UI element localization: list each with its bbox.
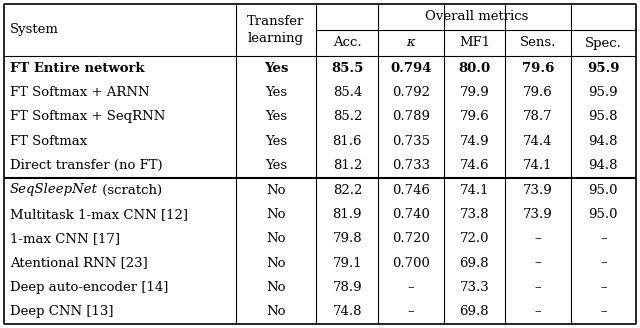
Text: 95.0: 95.0 (589, 208, 618, 221)
Text: 78.7: 78.7 (523, 111, 553, 123)
Text: No: No (266, 183, 286, 196)
Text: 0.733: 0.733 (392, 159, 430, 172)
Text: 74.1: 74.1 (524, 159, 553, 172)
Text: 0.720: 0.720 (392, 232, 430, 245)
Text: No: No (266, 256, 286, 270)
Text: 79.6: 79.6 (522, 62, 554, 75)
Text: 73.9: 73.9 (523, 208, 553, 221)
Text: Transfer
learning: Transfer learning (247, 15, 305, 45)
Text: –: – (534, 305, 541, 318)
Text: –: – (600, 256, 607, 270)
Text: 95.9: 95.9 (587, 62, 620, 75)
Text: Deep auto-encoder [14]: Deep auto-encoder [14] (10, 281, 168, 294)
Text: –: – (408, 305, 414, 318)
Text: 73.3: 73.3 (460, 281, 490, 294)
Text: 1-max CNN [17]: 1-max CNN [17] (10, 232, 120, 245)
Text: 0.746: 0.746 (392, 183, 430, 196)
Text: 95.8: 95.8 (589, 111, 618, 123)
Text: 74.8: 74.8 (333, 305, 362, 318)
Text: 81.9: 81.9 (333, 208, 362, 221)
Text: FT Entire network: FT Entire network (10, 62, 145, 75)
Text: 94.8: 94.8 (589, 159, 618, 172)
Text: 81.6: 81.6 (333, 135, 362, 148)
Text: No: No (266, 305, 286, 318)
Text: 81.2: 81.2 (333, 159, 362, 172)
Text: 85.2: 85.2 (333, 111, 362, 123)
Text: Acc.: Acc. (333, 36, 362, 50)
Text: 74.4: 74.4 (524, 135, 553, 148)
Text: 79.6: 79.6 (523, 86, 553, 99)
Text: 85.4: 85.4 (333, 86, 362, 99)
Text: MF1: MF1 (459, 36, 490, 50)
Text: No: No (266, 232, 286, 245)
Text: 95.0: 95.0 (589, 183, 618, 196)
Text: 74.1: 74.1 (460, 183, 489, 196)
Text: Direct transfer (no FT): Direct transfer (no FT) (10, 159, 163, 172)
Text: Yes: Yes (265, 135, 287, 148)
Text: –: – (600, 232, 607, 245)
Text: –: – (534, 256, 541, 270)
Text: –: – (600, 305, 607, 318)
Text: 79.8: 79.8 (333, 232, 362, 245)
Text: 0.735: 0.735 (392, 135, 430, 148)
Text: 0.794: 0.794 (390, 62, 431, 75)
Text: 82.2: 82.2 (333, 183, 362, 196)
Text: –: – (534, 281, 541, 294)
Text: Sens.: Sens. (520, 36, 556, 50)
Text: Deep CNN [13]: Deep CNN [13] (10, 305, 113, 318)
Text: –: – (534, 232, 541, 245)
Text: 74.9: 74.9 (460, 135, 489, 148)
Text: (scratch): (scratch) (98, 183, 162, 196)
Text: Spec.: Spec. (585, 36, 622, 50)
Text: Yes: Yes (265, 86, 287, 99)
Text: Multitask 1-max CNN [12]: Multitask 1-max CNN [12] (10, 208, 188, 221)
Text: 79.9: 79.9 (460, 86, 490, 99)
Text: SeqSleepNet: SeqSleepNet (10, 183, 98, 196)
Text: 79.1: 79.1 (333, 256, 362, 270)
Text: Atentional RNN [23]: Atentional RNN [23] (10, 256, 148, 270)
Text: –: – (408, 281, 414, 294)
Text: 73.8: 73.8 (460, 208, 489, 221)
Text: 78.9: 78.9 (333, 281, 362, 294)
Text: κ: κ (406, 36, 415, 50)
Text: 95.9: 95.9 (589, 86, 618, 99)
Text: 85.5: 85.5 (331, 62, 364, 75)
Text: 69.8: 69.8 (460, 305, 489, 318)
Text: 74.6: 74.6 (460, 159, 489, 172)
Text: FT Softmax: FT Softmax (10, 135, 87, 148)
Text: Yes: Yes (265, 159, 287, 172)
Text: Yes: Yes (265, 111, 287, 123)
Text: 0.792: 0.792 (392, 86, 430, 99)
Text: 0.700: 0.700 (392, 256, 430, 270)
Text: FT Softmax + SeqRNN: FT Softmax + SeqRNN (10, 111, 165, 123)
Text: 72.0: 72.0 (460, 232, 489, 245)
Text: No: No (266, 208, 286, 221)
Text: Overall metrics: Overall metrics (424, 10, 528, 24)
Text: 80.0: 80.0 (458, 62, 490, 75)
Text: –: – (600, 281, 607, 294)
Text: 0.740: 0.740 (392, 208, 430, 221)
Text: No: No (266, 281, 286, 294)
Text: 94.8: 94.8 (589, 135, 618, 148)
Text: 79.6: 79.6 (460, 111, 490, 123)
Text: 73.9: 73.9 (523, 183, 553, 196)
Text: 69.8: 69.8 (460, 256, 489, 270)
Text: Yes: Yes (264, 62, 288, 75)
Text: FT Softmax + ARNN: FT Softmax + ARNN (10, 86, 150, 99)
Text: 0.789: 0.789 (392, 111, 430, 123)
Text: System: System (10, 24, 59, 36)
